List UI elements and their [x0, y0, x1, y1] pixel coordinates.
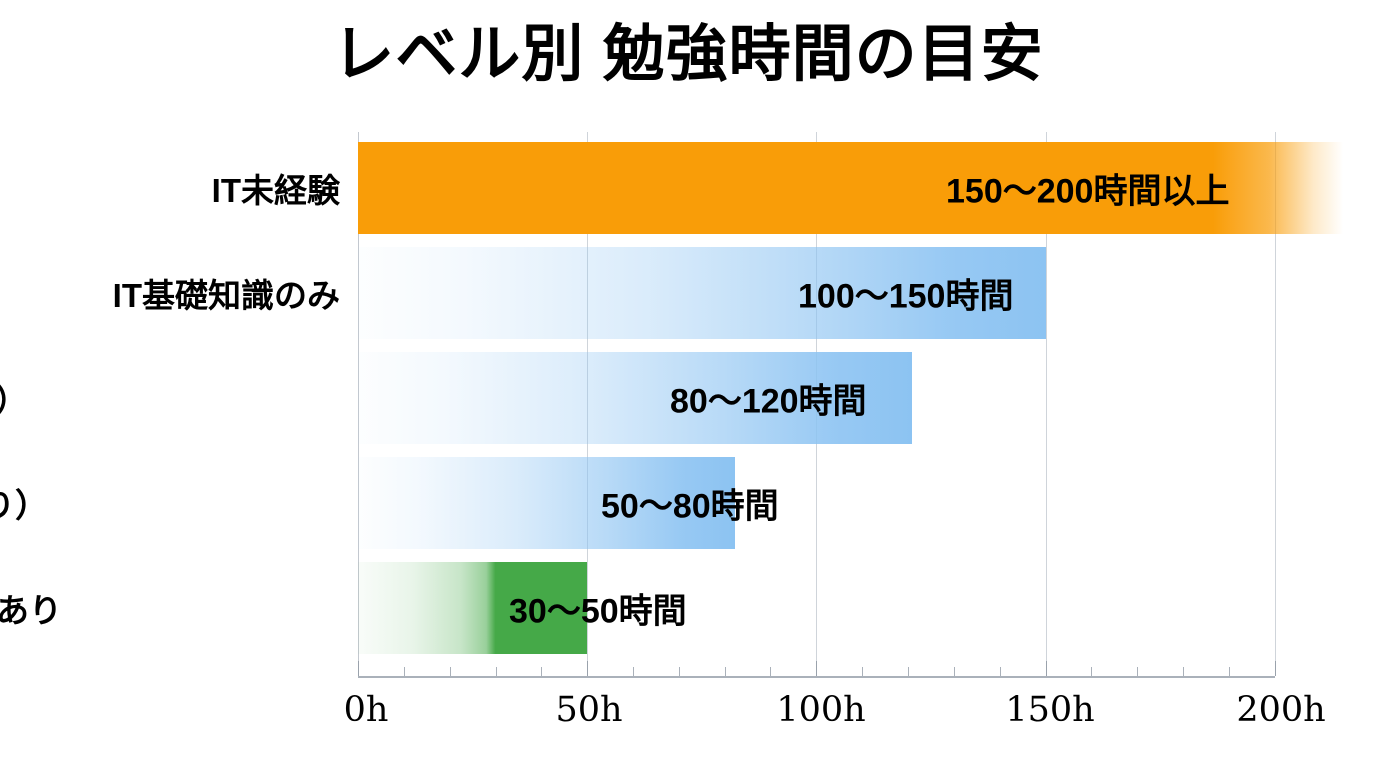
- x-tick-label-50h: 50h: [555, 690, 623, 730]
- bar-aws-design-experience: [358, 562, 587, 654]
- value-label-2: 100〜150時間: [798, 277, 1014, 316]
- category-label-3: エンジニア（AWS未経験）: [0, 374, 28, 422]
- chart-title: レベル別 勉強時間の目安: [332, 20, 1044, 89]
- bar-row-2[interactable]: IT基礎知識のみ 100〜150時間: [113, 247, 1046, 339]
- x-tick-major-200: [1275, 661, 1276, 676]
- gridline-200h: [1275, 132, 1276, 672]
- x-tick-minor: [770, 667, 771, 676]
- bar-row-4[interactable]: エンジニア（AWS利用経験あり） 50〜80時間: [0, 457, 779, 549]
- x-tick-major-150: [1046, 661, 1047, 676]
- x-tick-minor: [496, 667, 497, 676]
- category-label-5: AWS設計の実務経験あり: [0, 592, 62, 629]
- bar-row-1[interactable]: IT未経験 150〜200時間以上: [212, 142, 1343, 234]
- bar-row-5[interactable]: AWS設計の実務経験あり 30〜50時間: [0, 562, 687, 654]
- x-tick-minor: [404, 667, 405, 676]
- value-label-4: 50〜80時間: [601, 487, 779, 526]
- x-tick-minor: [725, 667, 726, 676]
- x-tick-minor: [450, 667, 451, 676]
- bar-row-3[interactable]: エンジニア（AWS未経験） 80〜120時間: [0, 352, 912, 444]
- bar-it-basics-only: [358, 247, 1046, 339]
- plot-area: IT未経験 150〜200時間以上 IT基礎知識のみ 100〜150時間 エンジ…: [0, 132, 1343, 672]
- value-label-5: 30〜50時間: [509, 592, 687, 631]
- x-tick-minor: [908, 667, 909, 676]
- category-label-2: IT基礎知識のみ: [112, 277, 340, 314]
- x-tick-minor: [1229, 667, 1230, 676]
- x-tick-minor: [633, 667, 634, 676]
- x-axis: [358, 661, 1276, 678]
- x-tick-minor: [1183, 667, 1184, 676]
- bar-engineer-no-aws: [358, 352, 912, 444]
- x-tick-label-200h: 200h: [1236, 690, 1326, 730]
- x-tick-minor: [954, 667, 955, 676]
- x-tick-major-50: [587, 661, 588, 676]
- x-tick-label-150h: 150h: [1005, 690, 1095, 730]
- x-tick-minor: [541, 667, 542, 676]
- value-label-1: 150〜200時間以上: [946, 172, 1230, 211]
- category-label-4: エンジニア（AWS利用経験あり）: [0, 487, 48, 524]
- value-label-3: 80〜120時間: [670, 382, 867, 421]
- bar-it-inexperienced: [358, 142, 1343, 234]
- x-tick-minor: [1000, 667, 1001, 676]
- x-tick-major-100: [816, 661, 817, 676]
- x-tick-minor: [1091, 667, 1092, 676]
- category-label-1: IT未経験: [211, 172, 340, 209]
- x-tick-minor: [1137, 667, 1138, 676]
- bar-engineer-with-aws: [358, 457, 735, 549]
- x-tick-minor: [862, 667, 863, 676]
- x-tick-label-0h: 0h: [343, 690, 389, 730]
- x-tick-label-100h: 100h: [776, 690, 866, 730]
- x-tick-minor: [679, 667, 680, 676]
- gridline-150h: [1046, 132, 1047, 672]
- x-tick-major-0: [358, 661, 359, 676]
